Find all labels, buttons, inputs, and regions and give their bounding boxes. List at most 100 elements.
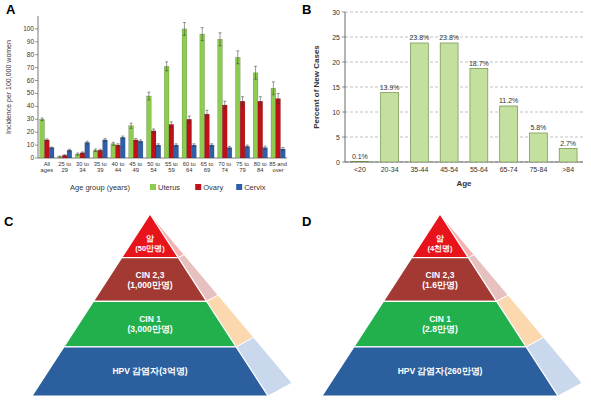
label-line: 80 to [254, 161, 267, 167]
y-tick [35, 54, 38, 55]
label-line: 84 [257, 167, 264, 173]
label-line: over [272, 167, 283, 173]
data-label: 5.8% [530, 124, 546, 131]
bar [470, 69, 488, 163]
level-label: (1,000만명) [128, 280, 173, 290]
y-tick-label: 80 [27, 51, 35, 58]
y-axis [38, 16, 39, 158]
bar [62, 155, 67, 158]
label-line: 35 to [94, 161, 107, 167]
bar [351, 161, 369, 162]
label-line: 55 to [165, 161, 178, 167]
error-bar [103, 139, 106, 142]
label-line: 64 [186, 167, 193, 173]
label-line: 29 [61, 167, 67, 173]
label-line: 54 [150, 167, 157, 173]
bar [174, 145, 179, 158]
bar [111, 144, 116, 158]
label-line: 40 to [112, 161, 125, 167]
bar [192, 145, 197, 158]
y-tick [35, 145, 38, 146]
pyramid-level [93, 258, 206, 302]
error-bar [281, 147, 284, 150]
y-tick [342, 87, 345, 88]
data-label: 2.7% [560, 140, 576, 147]
label-line: 45 to [129, 161, 142, 167]
bar [187, 119, 192, 158]
y-axis-label: Incidence per 100,000 women [5, 40, 13, 134]
legend-label: Cervix [244, 183, 266, 192]
bar [182, 29, 187, 158]
error-bar [264, 146, 267, 149]
x-tick-label: 60 to64 [183, 161, 196, 173]
bar [258, 101, 263, 158]
error-bar [201, 28, 204, 41]
bar [205, 114, 210, 158]
error-bar [241, 97, 244, 106]
bar [559, 149, 577, 163]
pyramid-level [322, 347, 558, 396]
legend-label: Uterus [158, 183, 180, 192]
bars [351, 43, 577, 162]
y-axis [345, 12, 346, 162]
y-tick-label: 50 [27, 89, 35, 96]
label-line: 34 [79, 167, 86, 173]
error-bar [94, 149, 97, 152]
bar [169, 124, 174, 158]
bar [120, 137, 125, 158]
y-tick-label: 0 [30, 154, 34, 161]
x-axis-label: Age group (years) [70, 183, 131, 192]
y-tick [342, 12, 345, 13]
y-tick-label: 90 [27, 38, 35, 45]
error-bar [277, 93, 280, 103]
error-bar [183, 22, 186, 35]
pyramid-level [354, 301, 526, 347]
bar [103, 140, 108, 158]
y-tick [35, 28, 38, 29]
level-label: (2.8만명) [422, 324, 458, 334]
error-bar [45, 139, 48, 141]
label-line: 69 [204, 167, 210, 173]
label-line: 30 to [76, 161, 89, 167]
y-tick [342, 62, 345, 63]
x-tick-label: 75-84 [529, 166, 547, 173]
level-label: (3,000만명) [128, 324, 173, 334]
pyramid-level [412, 214, 469, 258]
x-axis-label: Age [456, 179, 472, 188]
error-bar [236, 51, 239, 64]
bar [58, 157, 63, 158]
y-tick-label: 15 [332, 84, 340, 91]
error-bar [165, 62, 168, 71]
y-tick [342, 37, 345, 38]
bars [40, 22, 285, 158]
y-tick-label: 30 [27, 115, 35, 122]
legend-label: Ovary [203, 183, 223, 192]
error-bar [130, 123, 133, 128]
y-tick-label: 10 [27, 141, 35, 148]
error-bar [63, 155, 66, 156]
error-bar [121, 136, 124, 139]
label-line: 49 [133, 167, 139, 173]
error-bar [175, 144, 178, 147]
error-bar [210, 144, 213, 147]
level-label: HPV 감염자(3억명) [112, 366, 187, 376]
label-line: 74 [222, 167, 229, 173]
bar [209, 145, 214, 158]
level-label: (4천명) [427, 244, 453, 253]
y-tick [342, 162, 345, 163]
y-tick-label: 20 [27, 128, 35, 135]
error-bar [99, 149, 102, 151]
label-line: 60 to [183, 161, 196, 167]
label-line: All [44, 161, 50, 167]
error-bar [76, 153, 79, 155]
level-label: CIN 1 [139, 314, 161, 324]
bar [271, 88, 276, 158]
label-line: 65 to [201, 161, 214, 167]
y-tick-label: 0 [336, 159, 340, 166]
data-label: 23.8% [439, 34, 459, 41]
pyramid-level [383, 258, 496, 302]
bar [276, 99, 281, 158]
bar [222, 105, 227, 158]
bar [45, 140, 50, 158]
level-label: 암 [146, 234, 154, 243]
